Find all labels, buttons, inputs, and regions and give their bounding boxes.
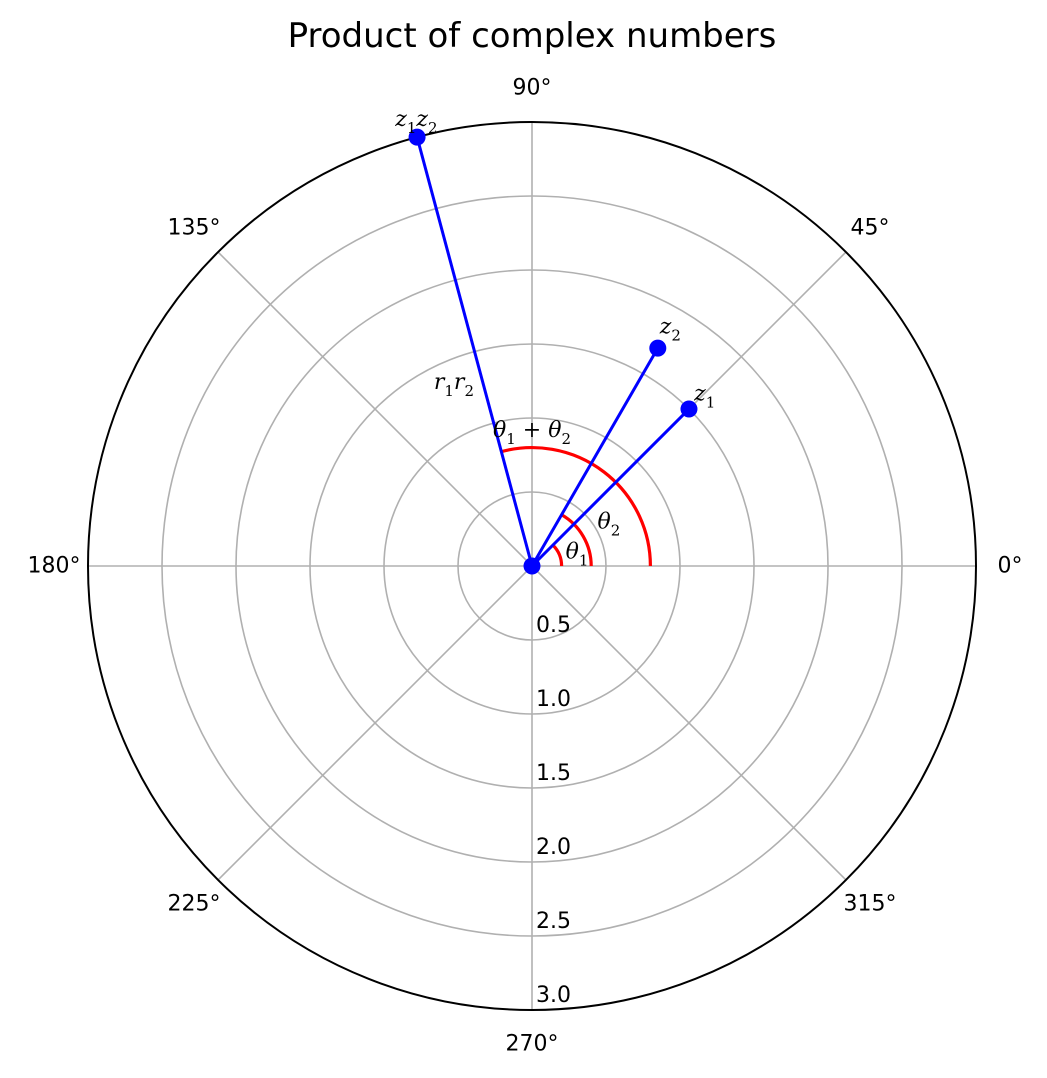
r-tick-label-2: 1.5	[536, 761, 571, 786]
vector-line-z1z2	[415, 136, 534, 567]
theta-grid-line-5	[217, 565, 533, 881]
r-tick-label-1: 1.0	[536, 687, 571, 712]
vector-line-z1	[530, 407, 691, 568]
annotation-z2: z2	[659, 314, 681, 345]
annotation-theta2: θ2	[598, 509, 621, 540]
theta-tick-label-5: 225°	[168, 891, 221, 916]
r-tick-label-0: 0.5	[536, 613, 571, 638]
polar-grid	[88, 122, 976, 1010]
polar-frame-circle	[87, 121, 977, 1011]
vector-point-z2	[649, 339, 667, 357]
annotation-r1r2: r1r2	[434, 370, 474, 401]
theta-tick-label-6: 270°	[506, 1032, 559, 1057]
theta-tick-label-0: 0°	[998, 554, 1023, 579]
angle-arc-theta1	[551, 543, 564, 567]
r-tick-label-5: 3.0	[536, 983, 571, 1008]
r-tick-label-4: 2.5	[536, 909, 571, 934]
theta-tick-label-4: 180°	[28, 554, 81, 579]
annotation-z1z2: z1z2	[394, 106, 437, 137]
theta-tick-label-1: 45°	[850, 216, 889, 241]
theta-grid-line-7	[531, 565, 847, 881]
theta-tick-label-3: 135°	[168, 216, 221, 241]
origin-point	[523, 557, 541, 575]
annotation-theta1: θ1	[566, 539, 589, 570]
theta-tick-label-2: 90°	[513, 76, 552, 101]
theta-tick-label-7: 315°	[843, 891, 896, 916]
angle-arc-theta2	[560, 513, 593, 567]
chart-title: Product of complex numbers	[288, 16, 777, 56]
vectors	[408, 128, 698, 575]
angle-arc-theta_sum	[500, 446, 652, 567]
r-tick-label-3: 2.0	[536, 835, 571, 860]
labels: 0° 45° 90° 135° 180° 225° 270° 315° 0.5 1.0 1.5 2.0…	[28, 76, 1023, 1057]
annotation-z1: z1	[693, 381, 715, 412]
vector-point-z1	[680, 400, 698, 418]
annotation-theta_sum: θ1 + θ2	[493, 417, 571, 448]
vector-point-z1z2	[408, 128, 426, 146]
vector-line-z2	[530, 347, 660, 567]
theta-grid-line-3	[217, 251, 533, 567]
polar-frame	[87, 121, 977, 1011]
